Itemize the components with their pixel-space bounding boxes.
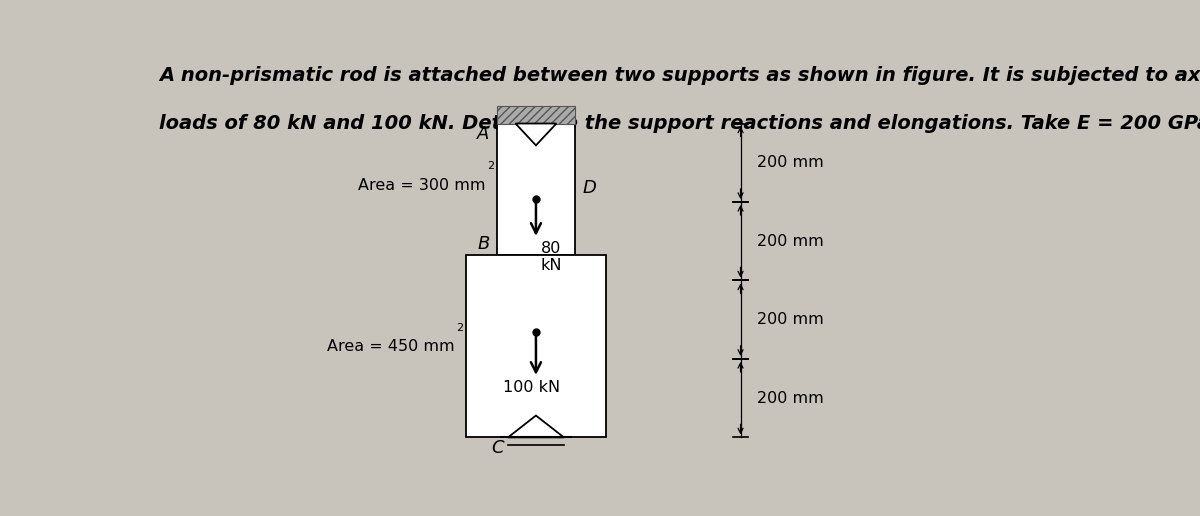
Text: A: A xyxy=(478,125,490,143)
Bar xyxy=(497,106,575,123)
Text: 200 mm: 200 mm xyxy=(757,312,824,327)
Bar xyxy=(497,106,575,123)
Text: 200 mm: 200 mm xyxy=(757,155,824,170)
Text: D: D xyxy=(582,179,596,197)
Text: Area = 450 mm: Area = 450 mm xyxy=(328,338,455,353)
Text: loads of 80 kN and 100 kN. Determine the support reactions and elongations. Take: loads of 80 kN and 100 kN. Determine the… xyxy=(160,114,1200,133)
Bar xyxy=(497,123,575,254)
Text: 200 mm: 200 mm xyxy=(757,391,824,406)
Text: C: C xyxy=(491,440,504,457)
Text: B: B xyxy=(478,235,490,253)
Text: Area = 300 mm: Area = 300 mm xyxy=(359,178,486,192)
Bar xyxy=(466,254,606,438)
Text: 100 kN: 100 kN xyxy=(503,380,560,395)
Polygon shape xyxy=(516,123,557,146)
Polygon shape xyxy=(508,415,564,438)
Text: 2: 2 xyxy=(487,162,493,171)
Text: 2: 2 xyxy=(456,323,463,333)
Text: 200 mm: 200 mm xyxy=(757,234,824,249)
Text: A non-prismatic rod is attached between two supports as shown in figure. It is s: A non-prismatic rod is attached between … xyxy=(160,66,1200,85)
Text: 80
kN: 80 kN xyxy=(540,240,562,273)
